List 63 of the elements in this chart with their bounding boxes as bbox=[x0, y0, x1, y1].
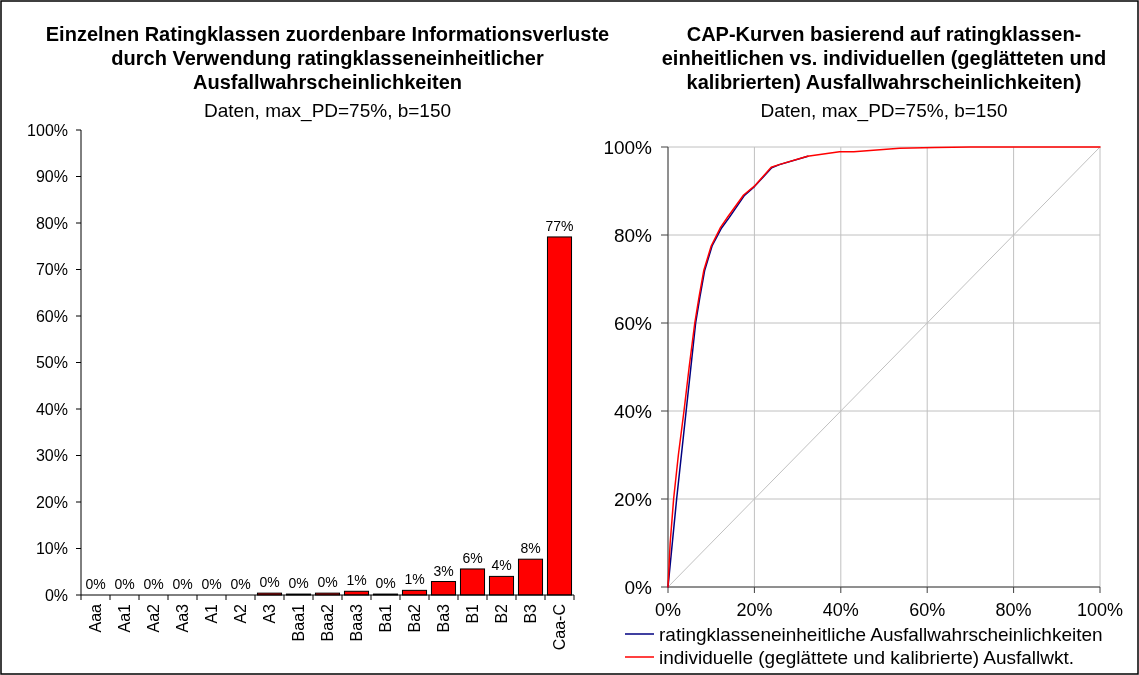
y-tick-label: 40% bbox=[613, 400, 653, 422]
data-label: 0% bbox=[201, 576, 222, 592]
data-label: 3% bbox=[433, 562, 454, 579]
x-tick-label: Baa2 bbox=[319, 603, 337, 642]
x-tick-label: Baa1 bbox=[290, 603, 308, 642]
y-tick-label: 20% bbox=[613, 488, 653, 510]
x-tick-label: 60% bbox=[909, 600, 946, 620]
data-label: 8% bbox=[520, 540, 541, 557]
chart-subtitle: Daten, max_PD=75%, b=150 bbox=[760, 100, 1008, 122]
x-tick-label: B2 bbox=[493, 603, 511, 624]
x-tick-label: Baa3 bbox=[348, 603, 366, 642]
y-tick-label: 100% bbox=[27, 121, 68, 139]
y-tick-label: 0% bbox=[624, 576, 653, 598]
x-tick-label: Ba1 bbox=[377, 603, 395, 633]
data-label: 77% bbox=[545, 217, 574, 234]
data-label: 0% bbox=[114, 576, 135, 592]
x-tick-label: 100% bbox=[1076, 600, 1124, 620]
y-tick-label: 60% bbox=[35, 307, 68, 325]
data-label: 1% bbox=[404, 571, 425, 588]
x-tick-label: 40% bbox=[822, 600, 859, 620]
x-tick-label: 20% bbox=[736, 600, 773, 620]
x-tick-label: Aa3 bbox=[174, 603, 192, 633]
y-tick-label: 90% bbox=[35, 168, 68, 186]
y-tick-label: 70% bbox=[35, 261, 68, 279]
x-tick-label: A2 bbox=[232, 603, 250, 624]
y-tick-label: 0% bbox=[44, 586, 68, 604]
data-label: 0% bbox=[143, 576, 164, 592]
x-tick-label: Aaa bbox=[87, 603, 105, 633]
x-tick-label: B1 bbox=[464, 603, 482, 624]
data-label: 0% bbox=[317, 574, 338, 591]
x-tick-label: Caa-C bbox=[551, 604, 569, 651]
legend-label: individuelle (geglättete und kalibrierte) Ausfallwkt. bbox=[659, 646, 1075, 668]
y-tick-label: 40% bbox=[35, 400, 68, 418]
chart-title: CAP-Kurven basierend auf ratingklassen-einheitlichen vs. individuellen (geglätteten und kalibrierten) Ausfallwahrscheinlichkeiten) bbox=[661, 23, 1107, 93]
x-tick-label: Aa1 bbox=[116, 603, 134, 633]
data-label: 0% bbox=[172, 576, 193, 592]
data-label: 0% bbox=[259, 574, 280, 591]
data-label: 6% bbox=[462, 549, 483, 566]
y-tick-label: 80% bbox=[613, 224, 653, 246]
x-tick-label: 80% bbox=[995, 600, 1032, 620]
x-tick-label: Ba3 bbox=[435, 603, 453, 633]
x-tick-label: Aa2 bbox=[145, 603, 163, 633]
legend-label: ratingklasseneinheitliche Ausfallwahrscheinlichkeiten bbox=[659, 623, 1103, 645]
y-tick-label: 50% bbox=[35, 354, 68, 372]
y-tick-label: 100% bbox=[603, 136, 653, 158]
y-tick-label: 30% bbox=[35, 447, 68, 465]
data-label: 0% bbox=[230, 576, 251, 592]
x-tick-label: B3 bbox=[522, 603, 540, 624]
x-tick-label: A3 bbox=[261, 603, 279, 624]
data-label: 0% bbox=[375, 575, 396, 592]
y-tick-label: 60% bbox=[613, 312, 653, 334]
chart-title: Einzelnen Ratingklassen zuordenbare Informationsverluste durch Verwendung ratingklasseneinheitlicher Ausfallwahrscheinlichkeiten bbox=[45, 23, 610, 93]
data-label: 1% bbox=[346, 572, 367, 589]
x-tick-label: A1 bbox=[203, 603, 221, 624]
data-label: 0% bbox=[85, 576, 106, 592]
x-tick-label: Ba2 bbox=[406, 603, 424, 633]
y-tick-label: 10% bbox=[35, 540, 68, 558]
y-tick-label: 20% bbox=[35, 493, 68, 511]
x-tick-label: 0% bbox=[654, 600, 682, 620]
data-label: 0% bbox=[288, 575, 309, 592]
y-tick-label: 80% bbox=[35, 214, 68, 232]
chart-subtitle: Daten, max_PD=75%, b=150 bbox=[203, 100, 452, 122]
data-label: 4% bbox=[491, 557, 512, 574]
